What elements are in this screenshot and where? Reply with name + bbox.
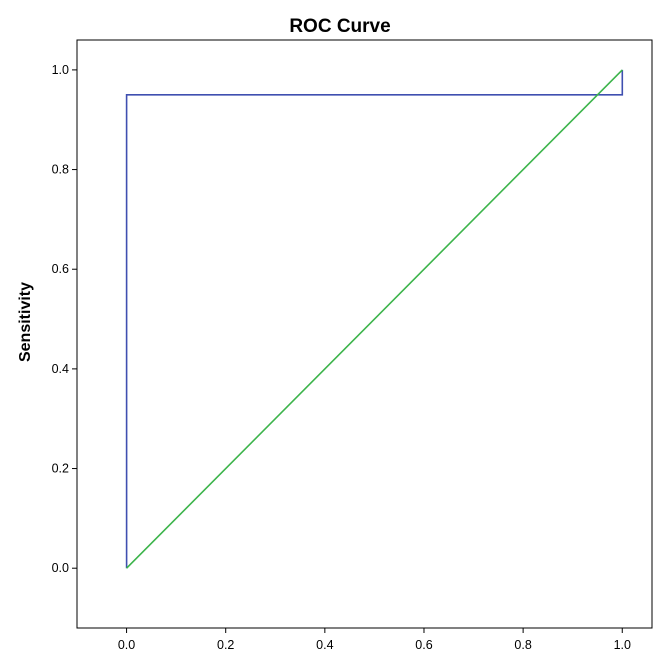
reference-diagonal-line xyxy=(126,69,623,569)
y-tick-label: 0.6 xyxy=(52,262,69,276)
y-tick-label: 1.0 xyxy=(52,63,69,77)
y-tick-label: 0.4 xyxy=(52,362,69,376)
series-layer xyxy=(125,69,624,569)
x-tick-label: 0.2 xyxy=(217,638,234,652)
x-tick-label: 0.8 xyxy=(514,638,531,652)
roc-curve-line xyxy=(125,69,624,569)
y-tick-label: 0.8 xyxy=(52,163,69,177)
chart-title: ROC Curve xyxy=(289,16,390,37)
y-tick-label: 0.2 xyxy=(52,462,69,476)
x-tick-label: 1.0 xyxy=(614,638,631,652)
plot-frame xyxy=(76,39,653,629)
axis-ticks: 0.0 0.2 0.4 0.6 0.8 1.0 0.0 0.2 0.4 0.6 0.8 1.0 xyxy=(52,63,631,652)
x-tick-label: 0.4 xyxy=(316,638,333,652)
x-tick-label: 0.6 xyxy=(415,638,432,652)
y-axis-label: Sensitivity xyxy=(17,282,34,362)
y-tick-label: 0.0 xyxy=(52,561,69,575)
x-tick-label: 0.0 xyxy=(118,638,135,652)
